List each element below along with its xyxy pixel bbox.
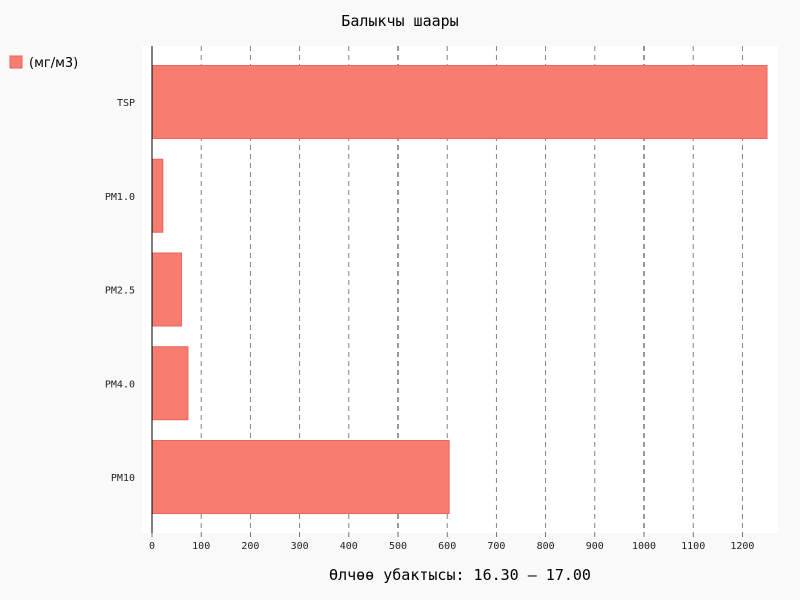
bar-pm40 — [151, 346, 189, 421]
x-tick-label-1000: 1000 — [632, 541, 656, 552]
x-tick-label-1100: 1100 — [681, 541, 705, 552]
bar-pm25 — [151, 252, 183, 327]
category-label-pm40: PM4.0 — [105, 379, 135, 390]
category-labels: TSP PM1.0 PM2.5 PM4.0 PM10 — [105, 98, 135, 484]
x-tick-label-400: 400 — [340, 541, 358, 552]
bars — [151, 65, 768, 514]
x-tick-label-0: 0 — [149, 541, 155, 552]
category-label-pm25: PM2.5 — [105, 286, 135, 297]
x-tick-label-600: 600 — [438, 541, 456, 552]
x-tick-label-300: 300 — [291, 541, 309, 552]
x-tick-label-700: 700 — [487, 541, 505, 552]
bar-pm10 — [151, 158, 164, 233]
x-tick-label-200: 200 — [241, 541, 259, 552]
chart-title: Балыкчы шаары — [341, 12, 458, 30]
x-tick-label-100: 100 — [192, 541, 210, 552]
x-tick-label-1200: 1200 — [730, 541, 754, 552]
x-tick-label-500: 500 — [389, 541, 407, 552]
bar-pm10 — [151, 440, 450, 514]
category-label-pm10: PM1.0 — [105, 192, 135, 203]
x-tick-label-900: 900 — [586, 541, 604, 552]
x-axis-label: Өлчөө убактысы: 16.30 – 17.00 — [329, 566, 591, 584]
legend: (мг/м3) — [9, 55, 78, 71]
x-tick-labels: 0 100 200 300 400 500 600 700 800 900 1000 1100 1200 — [149, 533, 754, 552]
category-label-pm10: PM10 — [111, 473, 135, 484]
bar-tsp — [151, 65, 768, 139]
legend-swatch — [9, 55, 23, 69]
category-label-tsp: TSP — [117, 98, 135, 109]
x-tick-label-800: 800 — [537, 541, 555, 552]
legend-label: (мг/м3) — [29, 56, 78, 71]
